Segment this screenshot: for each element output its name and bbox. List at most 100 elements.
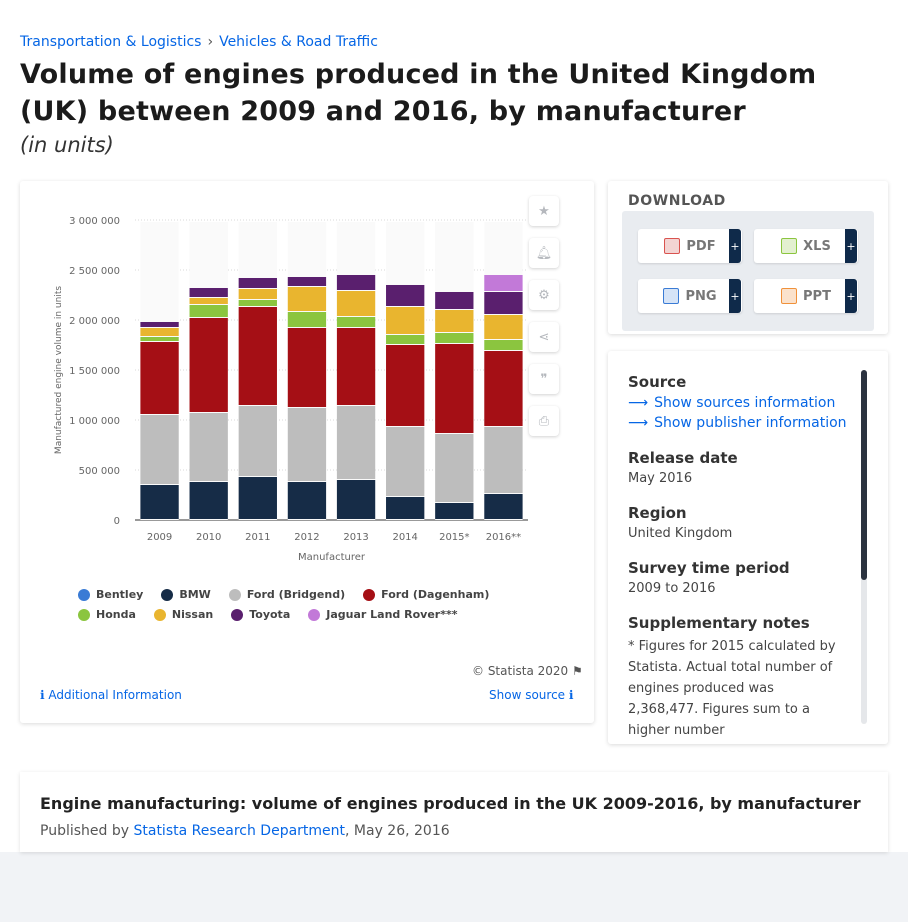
- pdf-plus-button[interactable]: +: [729, 229, 741, 263]
- bar-segment: [435, 310, 474, 332]
- page-title: Volume of engines produced in the United…: [20, 59, 817, 127]
- bar-segment: [336, 275, 376, 290]
- print-icon: ⎙: [538, 413, 550, 429]
- y-tick-label: 1 000 000: [69, 416, 120, 427]
- legend-item[interactable]: BMW: [161, 588, 211, 601]
- additional-info-link[interactable]: ℹ Additional Information: [40, 688, 182, 702]
- y-tick-label: 0: [114, 516, 120, 527]
- download-png-button[interactable]: PNG: [638, 279, 742, 313]
- bar-segment: [435, 333, 474, 343]
- bar-segment: [336, 328, 376, 405]
- survey-value: 2009 to 2016: [628, 581, 716, 596]
- gear-icon: ⚙: [538, 287, 550, 303]
- settings-button[interactable]: ⚙: [529, 280, 559, 310]
- favorite-button[interactable]: ★: [529, 196, 559, 226]
- bar-segment: [140, 337, 179, 341]
- legend-item[interactable]: Ford (Bridgend): [228, 588, 346, 601]
- x-tick-label: 2013: [343, 532, 368, 543]
- download-xls-button[interactable]: XLS: [754, 229, 858, 263]
- bar-segment: [140, 415, 179, 484]
- xls-file-icon: [781, 238, 798, 254]
- download-ppt-button[interactable]: PPT: [754, 279, 858, 313]
- notes-heading: Supplementary notes: [628, 614, 810, 632]
- bar-segment: [386, 427, 425, 496]
- show-source-link[interactable]: Show source ℹ: [489, 688, 573, 702]
- legend-item[interactable]: Nissan: [153, 608, 213, 621]
- legend-item[interactable]: Ford (Dagenham): [363, 588, 489, 601]
- publisher-link[interactable]: Statista Research Department: [133, 823, 346, 839]
- bar-segment: [189, 305, 228, 317]
- bar-segment: [435, 503, 474, 519]
- bar-segment: [189, 482, 228, 519]
- download-title: DOWNLOAD: [628, 193, 726, 209]
- legend-row: Bentley BMW Ford (Bridgend) Ford (Dagenham): [78, 588, 508, 601]
- breadcrumb-vehicles[interactable]: Vehicles & Road Traffic: [219, 34, 378, 50]
- alert-button[interactable]: 🔔︎: [529, 238, 559, 268]
- notes-text: * Figures for 2015 calculated by Statist…: [628, 639, 836, 738]
- bar-segment: [287, 312, 327, 327]
- bar-segment: [336, 317, 376, 327]
- legend-label: BMW: [179, 588, 211, 601]
- bar-segment: [386, 345, 425, 426]
- ppt-file-icon: [781, 288, 798, 304]
- bar-segment: [386, 285, 425, 306]
- show-sources-link[interactable]: ⟶ Show sources information: [628, 395, 846, 411]
- png-file-icon: [663, 288, 680, 304]
- legend-label: Honda: [96, 608, 136, 621]
- bar-segment: [140, 322, 179, 327]
- flag-icon[interactable]: ⚑: [572, 664, 583, 678]
- legend-item[interactable]: Toyota: [231, 608, 290, 621]
- legend-label: Jaguar Land Rover***: [326, 608, 458, 621]
- bar-segment: [140, 485, 179, 519]
- bar-segment: [287, 277, 327, 286]
- survey-heading: Survey time period: [628, 559, 790, 577]
- y-tick-label: 2 500 000: [69, 266, 120, 277]
- xls-plus-button[interactable]: +: [845, 229, 857, 263]
- ppt-label: PPT: [803, 288, 831, 304]
- legend-row: Honda Nissan Toyota Jaguar Land Rover***: [78, 608, 508, 621]
- legend-swatch: [78, 588, 90, 601]
- copyright: © Statista 2020 ⚑: [472, 664, 583, 678]
- bar-segment: [189, 413, 228, 481]
- legend-item[interactable]: Honda: [78, 608, 136, 621]
- png-plus-button[interactable]: +: [729, 279, 741, 313]
- breadcrumb-transportation[interactable]: Transportation & Logistics: [20, 34, 202, 50]
- info-card: Source ⟶ Show sources information ⟶ Show…: [608, 351, 888, 744]
- bar-segment: [287, 408, 327, 481]
- additional-info-label: Additional Information: [48, 688, 182, 702]
- legend-label: Ford (Bridgend): [246, 588, 346, 601]
- download-pdf-button[interactable]: PDF: [638, 229, 742, 263]
- legend-swatch: [161, 588, 174, 601]
- legend-swatch: [228, 588, 241, 601]
- bar-segment: [287, 482, 327, 519]
- print-button[interactable]: ⎙: [529, 406, 559, 436]
- bar-segment: [140, 342, 179, 414]
- bar-segment: [484, 292, 523, 314]
- arrow-right-icon: ⟶: [628, 415, 649, 431]
- ppt-plus-button[interactable]: +: [845, 279, 857, 313]
- bar-segment: [484, 494, 523, 519]
- bar-segment: [140, 328, 179, 336]
- show-publisher-link[interactable]: ⟶ Show publisher information: [628, 415, 847, 431]
- published-by-label: Published by: [40, 823, 130, 839]
- info-scrollbar-thumb[interactable]: [861, 370, 867, 580]
- bar-segment: [238, 477, 277, 519]
- legend-label: Toyota: [249, 608, 291, 621]
- pdf-file-icon: [664, 238, 681, 254]
- bar-segment: [435, 344, 474, 433]
- share-icon: ⋖: [538, 329, 550, 345]
- legend-item[interactable]: Jaguar Land Rover***: [308, 608, 457, 621]
- bar-segment: [189, 318, 228, 412]
- bar-segment: [484, 351, 523, 426]
- breadcrumb-separator: ›: [207, 34, 214, 50]
- info-icon: ℹ: [568, 688, 574, 702]
- cite-button[interactable]: ❞: [529, 364, 559, 394]
- x-axis-title: Manufacturer: [298, 552, 366, 563]
- star-icon: ★: [538, 203, 550, 219]
- legend-item[interactable]: Bentley: [78, 588, 143, 601]
- bar-segment: [386, 497, 425, 519]
- share-button[interactable]: ⋖: [529, 322, 559, 352]
- quote-icon: ❞: [540, 371, 548, 387]
- x-tick-label: 2016**: [486, 532, 521, 543]
